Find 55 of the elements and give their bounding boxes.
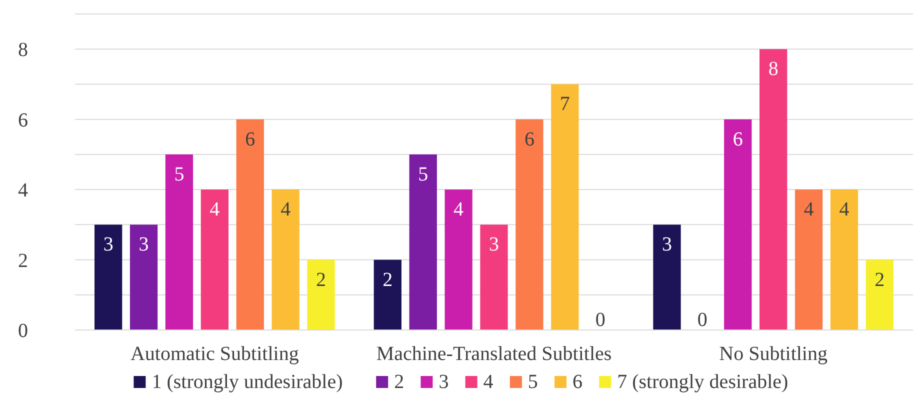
- legend-label: 3: [438, 371, 449, 393]
- data-label: 4: [839, 198, 850, 221]
- bar: [653, 224, 681, 330]
- data-label: 6: [524, 128, 534, 150]
- bar: [307, 260, 335, 330]
- bar: [272, 190, 300, 330]
- data-label: 3: [103, 234, 114, 256]
- bar: [409, 154, 437, 330]
- bar: [866, 260, 894, 330]
- data-label: 5: [174, 163, 184, 186]
- legend-label: 1 (strongly undesirable): [152, 371, 343, 393]
- y-tick-label: 6: [18, 109, 28, 132]
- bar: [374, 260, 402, 330]
- legend-label: 5: [528, 371, 538, 393]
- bar: [724, 119, 752, 330]
- data-label: 0: [595, 309, 606, 331]
- legend-label: 6: [572, 371, 582, 393]
- bar: [130, 224, 158, 330]
- data-label: 7: [560, 93, 570, 116]
- data-label: 2: [316, 268, 326, 291]
- data-label: 3: [489, 234, 499, 256]
- x-tick-label: Machine-Translated Subtitles: [376, 343, 612, 365]
- bar: [444, 190, 472, 330]
- bar: [480, 224, 508, 330]
- legend-label: 7 (strongly desirable): [617, 371, 788, 393]
- bar: [165, 154, 194, 330]
- bar: [760, 49, 788, 330]
- x-tick-label: No Subtitling: [719, 343, 828, 365]
- bar: [200, 190, 228, 330]
- bar: [94, 224, 122, 330]
- bar: [236, 119, 264, 330]
- bar: [551, 84, 579, 330]
- data-label: 5: [418, 163, 428, 186]
- data-label: 8: [768, 58, 778, 80]
- data-label: 4: [804, 198, 814, 221]
- bar: [794, 190, 823, 330]
- data-label: 6: [732, 128, 743, 150]
- data-label: 0: [697, 309, 708, 331]
- data-label: 4: [454, 198, 464, 221]
- data-label: 6: [245, 128, 256, 150]
- x-tick-label: Automatic Subtitling: [130, 343, 299, 365]
- data-label: 3: [138, 234, 149, 256]
- data-label: 3: [662, 234, 672, 256]
- y-tick-label: 4: [18, 180, 28, 202]
- y-tick-label: 8: [18, 39, 28, 62]
- bar: [830, 190, 858, 330]
- data-label: 4: [280, 198, 291, 221]
- y-tick-label: 2: [18, 250, 28, 272]
- bar: [516, 119, 544, 330]
- data-label: 2: [382, 268, 393, 291]
- data-label: 4: [210, 198, 220, 221]
- legend-label: 4: [483, 371, 494, 393]
- legend-label: 2: [394, 371, 404, 393]
- y-tick-label: 0: [18, 320, 28, 342]
- data-label: 2: [874, 268, 885, 291]
